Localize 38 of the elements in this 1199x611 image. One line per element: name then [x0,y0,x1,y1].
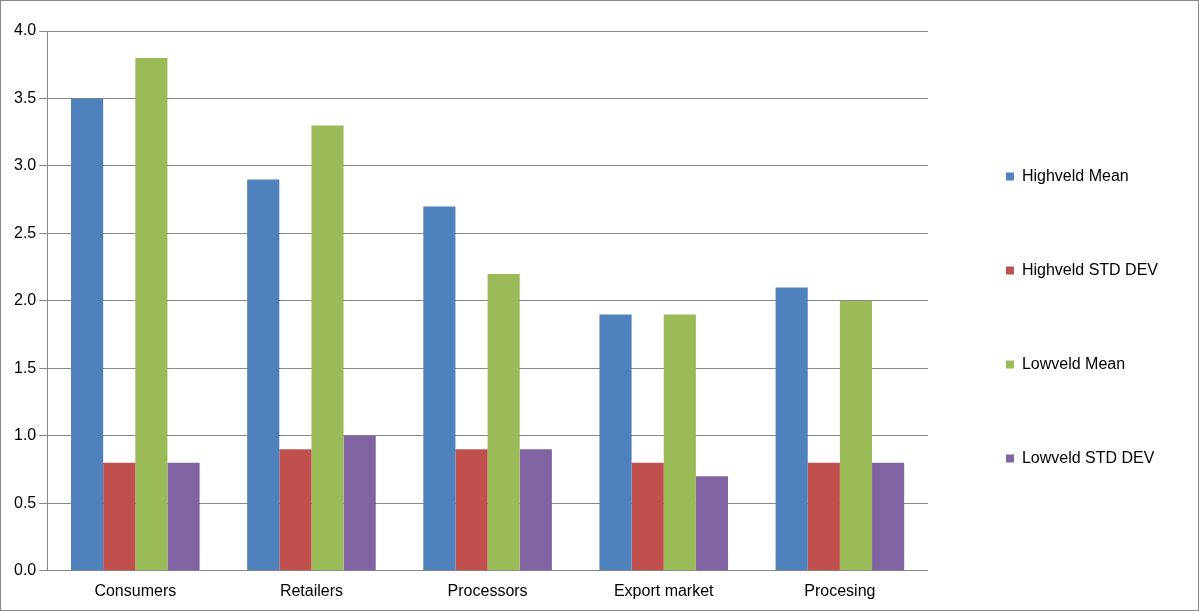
bar [279,449,312,571]
bar [775,287,808,571]
bar [872,462,905,571]
bar [839,300,873,571]
y-tick-label: 4.0 [13,21,37,39]
bar [423,206,456,571]
x-tick-label: Processors [447,581,528,599]
x-tick-label: Retailers [279,581,344,599]
y-tick-label: 3.0 [13,156,37,174]
x-tick-label: Consumers [94,581,177,599]
y-tick-label: 0.5 [13,493,37,511]
bar [71,98,104,571]
bar [519,449,552,571]
bar [103,462,136,571]
bar [167,462,200,571]
x-tick-label: Export market [613,581,715,599]
y-tick-label: 1.5 [13,358,37,376]
bar [631,462,664,571]
y-tick-label: 1.0 [13,426,37,444]
bar [807,462,840,571]
legend-label: Lowveld STD DEV [1021,448,1155,466]
x-tick-label: Procesing [804,581,876,599]
y-tick-label: 0.0 [13,561,37,579]
legend-label: Highveld Mean [1021,166,1129,184]
bar [663,314,696,571]
bar [695,476,729,571]
bar [343,435,376,571]
y-tick-label: 3.5 [13,88,37,106]
y-tick-label: 2.0 [13,291,37,309]
legend-label: Lowveld Mean [1021,354,1126,372]
bar [311,125,344,571]
y-tick-label: 2.5 [13,223,37,241]
bar [599,314,632,571]
bar [455,449,488,571]
bar [247,179,280,571]
legend-label: Highveld STD DEV [1021,260,1159,278]
bar [135,57,168,571]
bar [487,273,520,571]
